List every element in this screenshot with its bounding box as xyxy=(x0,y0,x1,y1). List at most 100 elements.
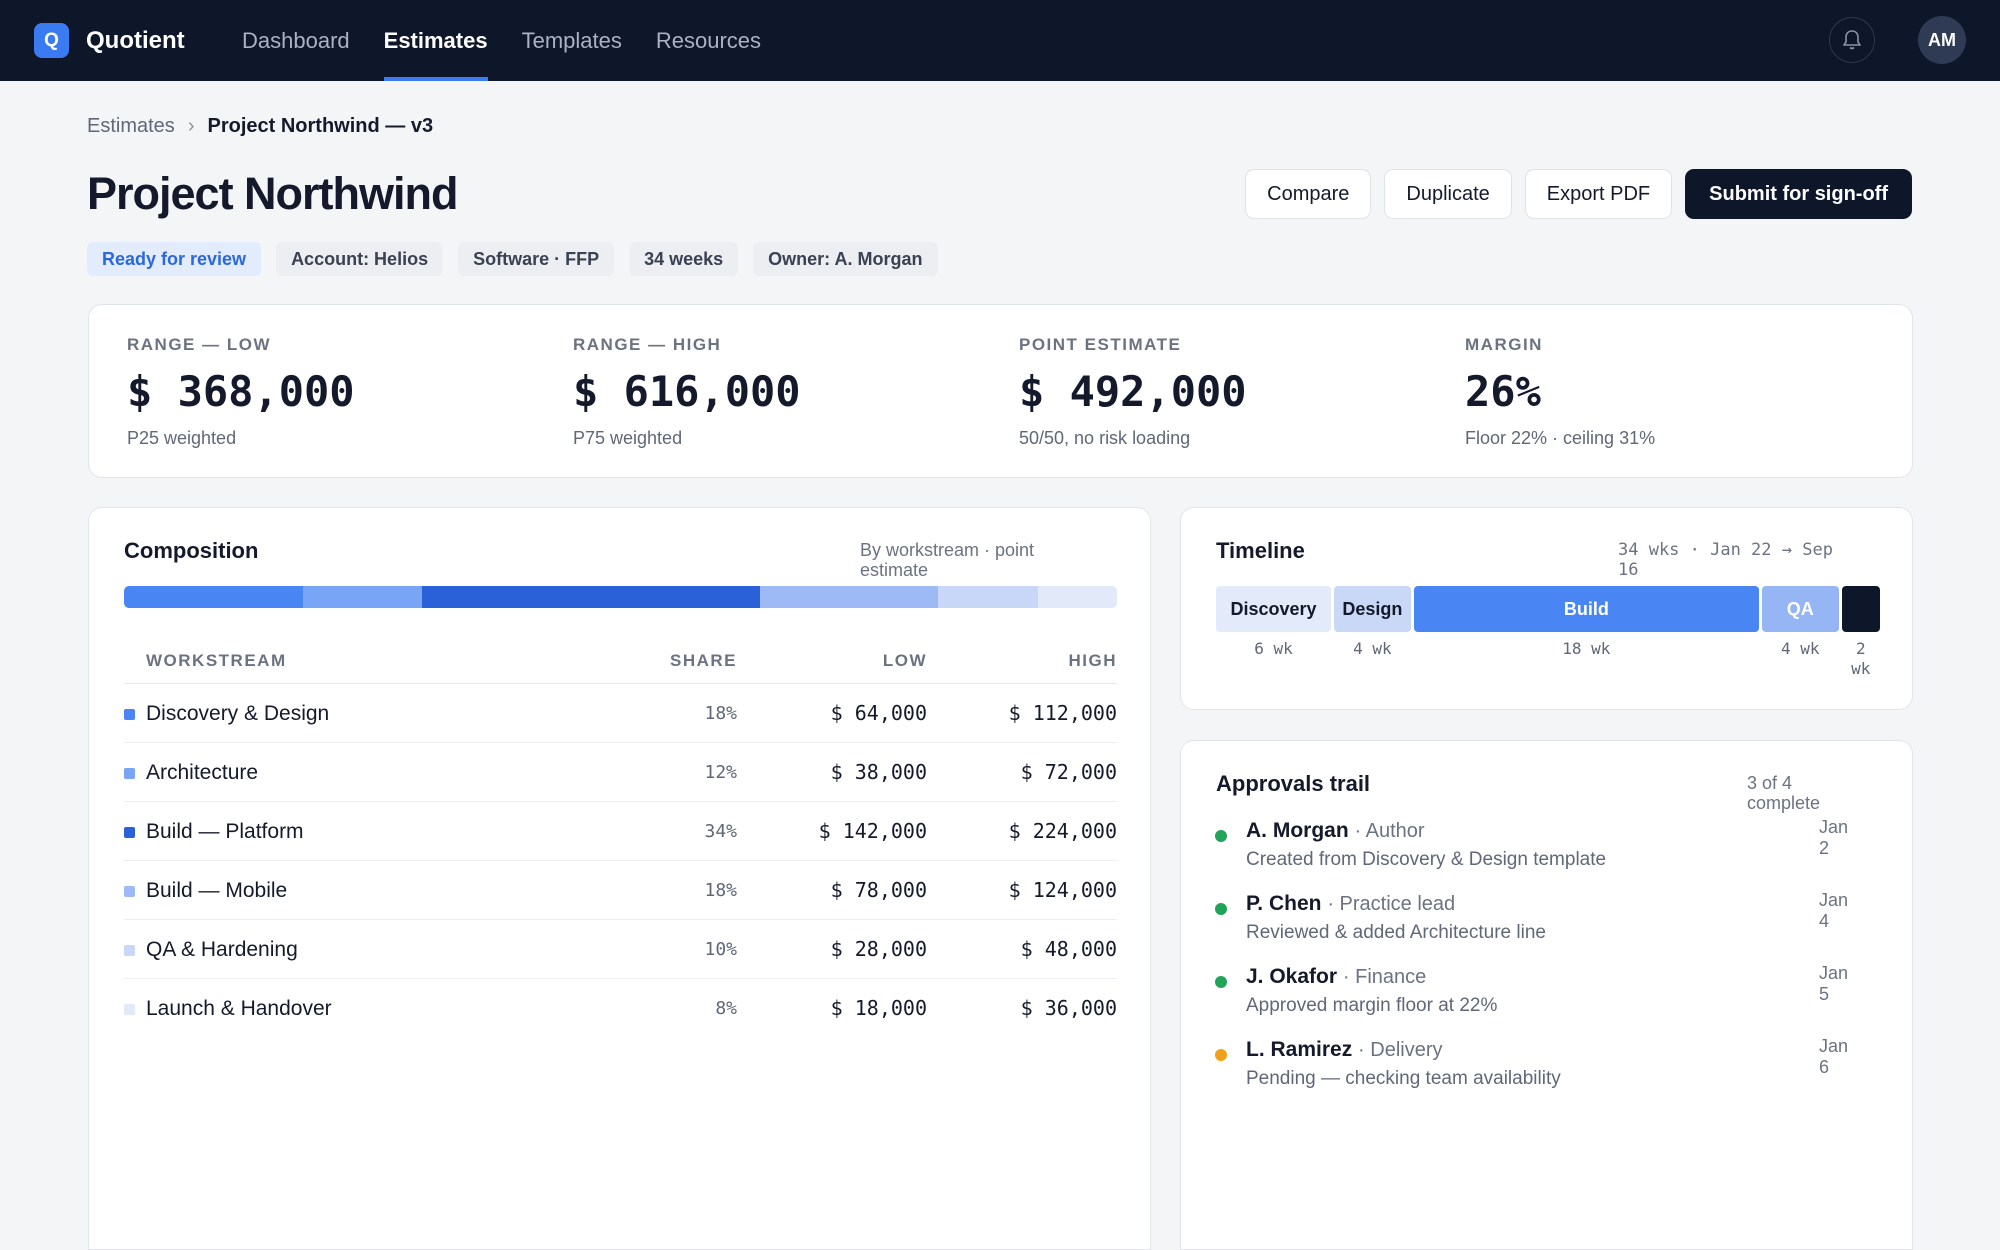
nav-estimates[interactable]: Estimates xyxy=(383,0,488,81)
page-title: Project Northwind xyxy=(87,168,459,219)
timeline-phase-design[interactable]: Design xyxy=(1334,586,1411,632)
workstream-name: Launch & Handover xyxy=(146,997,332,1020)
approval-description: Pending — checking team availability xyxy=(1246,1068,1561,1089)
stat-value: $ 492,000 xyxy=(1019,367,1247,416)
stat-subtext: Floor 22% · ceiling 31% xyxy=(1465,428,1656,448)
stat-subtext: P75 weighted xyxy=(573,428,683,448)
page-actions: Compare Duplicate Export PDF Submit for … xyxy=(1232,169,1912,219)
approval-date-month: Jan xyxy=(1819,963,1849,983)
composition-bar-segment xyxy=(421,586,760,608)
timeline-phase-duration: 4 wk xyxy=(1781,639,1820,658)
nav-resources[interactable]: Resources xyxy=(655,27,762,53)
stat-label: MARGIN xyxy=(1465,335,1543,354)
header-share: SHARE xyxy=(669,651,737,670)
low-cell: $ 78,000 xyxy=(830,878,927,902)
low-cell: $ 38,000 xyxy=(830,760,927,784)
share-cell: 8% xyxy=(715,998,737,1019)
high-cell: $ 72,000 xyxy=(1020,760,1117,784)
timeline-phase-duration: 6 wk xyxy=(1254,639,1293,658)
composition-rows: Discovery & Design 18% $ 64,000 $ 112,000 Ar… xyxy=(124,684,1117,1038)
series-swatch xyxy=(124,827,135,838)
notifications-button[interactable] xyxy=(1829,17,1875,63)
header-workstream: WORKSTREAM xyxy=(146,651,287,670)
duplicate-button[interactable]: Duplicate xyxy=(1384,169,1512,219)
composition-table: WORKSTREAM SHARE LOW HIGH Discovery & De… xyxy=(124,638,1117,1038)
timeline-phase-build[interactable]: Build xyxy=(1413,586,1759,632)
export-pdf-button[interactable]: Export PDF xyxy=(1524,169,1673,219)
series-swatch xyxy=(124,1004,135,1015)
approvals-progress: 3 of 4 complete xyxy=(1747,773,1867,813)
approver-name: J. Okafor · Finance xyxy=(1246,965,1426,989)
approval-description: Reviewed & added Architecture line xyxy=(1246,922,1546,943)
breadcrumb-estimates-link[interactable]: Estimates xyxy=(87,115,175,137)
approver-name: L. Ramirez · Delivery xyxy=(1246,1038,1443,1062)
approver-name-text: A. Morgan xyxy=(1246,819,1349,842)
approver-name: A. Morgan · Author xyxy=(1246,819,1425,843)
approvals-progress-label: complete xyxy=(1747,793,1821,813)
stat-subtext: P25 weighted xyxy=(127,428,237,448)
workstream-name: Build — Mobile xyxy=(146,879,288,902)
composition-bar-segment xyxy=(1037,586,1117,608)
share-cell: 18% xyxy=(704,703,737,724)
approver-name-text: P. Chen xyxy=(1246,892,1322,915)
top-nav-bar: Q Quotient Dashboard Estimates Templates… xyxy=(0,0,2000,81)
timeline-phase-launch[interactable] xyxy=(1841,586,1880,632)
brand[interactable]: Q Quotient xyxy=(34,23,185,58)
table-row[interactable]: QA & Hardening 10% $ 28,000 $ 48,000 xyxy=(124,920,1117,979)
summary-stats-card: RANGE — LOW $ 368,000 P25 weighted RANGE… xyxy=(88,304,1913,478)
duration-unit: wk xyxy=(1851,659,1871,678)
workstream-name: Architecture xyxy=(146,761,259,784)
duration-tag: 34 weeks xyxy=(629,242,739,276)
chevron-right-icon: › xyxy=(187,115,195,137)
stat-label: RANGE — LOW xyxy=(127,335,271,354)
composition-bar-segment xyxy=(302,586,422,608)
approval-date: Jan 4 xyxy=(1819,890,1869,932)
share-cell: 12% xyxy=(704,762,737,783)
low-cell: $ 18,000 xyxy=(830,996,927,1020)
approval-date-day: 4 xyxy=(1819,911,1830,931)
approver-name-text: L. Ramirez xyxy=(1246,1038,1353,1061)
stat-range-low: RANGE — LOW $ 368,000 P25 weighted xyxy=(127,335,355,449)
approver-role: · Delivery xyxy=(1358,1039,1443,1061)
approvals-title: Approvals trail xyxy=(1216,771,1371,796)
timeline-range: 34 wks · Jan 22 → Sep xyxy=(1618,540,1833,560)
timeline-phase-discovery[interactable]: Discovery xyxy=(1216,586,1332,632)
timeline-title: Timeline xyxy=(1216,538,1305,563)
table-row[interactable]: Build — Mobile 18% $ 78,000 $ 124,000 xyxy=(124,861,1117,920)
compare-button[interactable]: Compare xyxy=(1245,169,1372,219)
series-swatch xyxy=(124,886,135,897)
account-tag: Account: Helios xyxy=(276,242,444,276)
header-high: HIGH xyxy=(1068,651,1117,670)
timeline-range-end: 16 xyxy=(1618,560,1639,580)
timeline-phase-duration: 2 wk xyxy=(1842,639,1880,679)
composition-stacked-bar xyxy=(124,586,1117,608)
nav-templates[interactable]: Templates xyxy=(521,27,622,53)
timeline-panel: Timeline 34 wks · Jan 22 → Sep 16 Discov… xyxy=(1180,507,1913,710)
header-low: LOW xyxy=(882,651,927,670)
approver-name: P. Chen · Practice lead xyxy=(1246,892,1455,916)
approver-name-text: J. Okafor xyxy=(1246,965,1338,988)
nav-dashboard[interactable]: Dashboard xyxy=(242,27,350,53)
approver-role: · Practice lead xyxy=(1327,893,1456,915)
high-cell: $ 224,000 xyxy=(1008,819,1117,843)
approval-date-day: 5 xyxy=(1819,984,1830,1004)
app-name: Quotient xyxy=(86,26,185,54)
user-avatar[interactable]: AM xyxy=(1918,16,1966,64)
stat-value: 26% xyxy=(1465,367,1541,416)
timeline-phase-duration: 4 wk xyxy=(1353,639,1392,658)
table-row[interactable]: Discovery & Design 18% $ 64,000 $ 112,000 xyxy=(124,684,1117,743)
approver-role: · Author xyxy=(1354,820,1425,842)
status-dot-icon xyxy=(1215,976,1227,988)
workstream-name: Discovery & Design xyxy=(146,702,330,725)
stat-point-estimate: POINT ESTIMATE $ 492,000 50/50, no risk … xyxy=(1019,335,1247,449)
timeline-phase-qa[interactable]: QA xyxy=(1761,586,1839,632)
status-badge: Ready for review xyxy=(87,242,262,276)
table-row[interactable]: Build — Platform 34% $ 142,000 $ 224,000 xyxy=(124,802,1117,861)
approval-date: Jan 6 xyxy=(1819,1036,1869,1078)
table-row[interactable]: Architecture 12% $ 38,000 $ 72,000 xyxy=(124,743,1117,802)
owner-tag: Owner: A. Morgan xyxy=(753,242,938,276)
series-swatch xyxy=(124,709,135,720)
submit-signoff-button[interactable]: Submit for sign-off xyxy=(1685,169,1912,219)
workstream-name: Build — Platform xyxy=(146,820,304,843)
table-row[interactable]: Launch & Handover 8% $ 18,000 $ 36,000 xyxy=(124,979,1117,1038)
